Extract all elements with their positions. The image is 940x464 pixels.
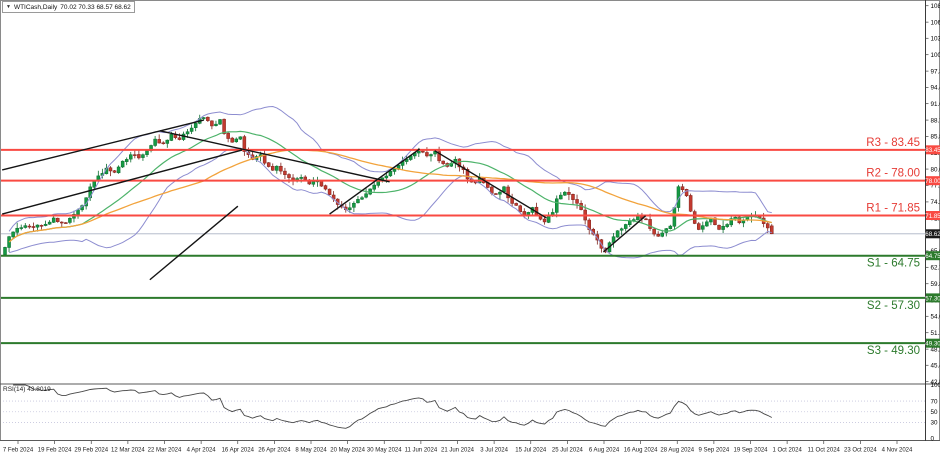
date-tick-label: 4 Nov 2024 [882, 448, 913, 454]
date-tick-label: 12 Mar 2024 [111, 448, 145, 454]
sr-R2-badge-text: 78.00 [925, 178, 940, 185]
rsi-indicator-label: RSI(14) 43.8019 [3, 386, 51, 393]
symbol-timeframe-label: WTICash,Daily [14, 4, 57, 11]
date-tick-label: 22 Mar 2024 [148, 448, 182, 454]
price-tick-label: 108.90 [931, 3, 940, 10]
date-tick-label: 25 Jul 2024 [552, 448, 584, 454]
date-tick-label: 9 Sep 2024 [699, 448, 730, 454]
sr-R1-badge-text: 71.85 [925, 213, 940, 220]
rsi-curve [13, 385, 772, 428]
date-tick-label: 23 Oct 2024 [844, 448, 877, 454]
price-tick-label: 45.40 [931, 362, 940, 369]
trendline-3[interactable] [150, 206, 238, 280]
date-tick-label: 20 May 2024 [330, 448, 365, 454]
ma-fast-line [9, 131, 772, 242]
price-tick-label: 91.60 [931, 101, 940, 108]
sr-label-S2: S2 - 57.30 [867, 300, 920, 312]
rsi-panel[interactable] [0, 385, 925, 428]
symbol-title-box[interactable]: ▼ WTICash,Daily 70.02 70.33 68.57 68.62 [2, 1, 135, 13]
ohlc-values: 70.02 70.33 68.57 68.62 [60, 4, 130, 11]
main-price-panel[interactable] [0, 107, 925, 258]
price-tick-label: 85.80 [931, 134, 940, 141]
date-tick-label: 16 Aug 2024 [624, 448, 658, 454]
sr-label-R1: R1 - 71.85 [866, 203, 920, 215]
panel-frame [0, 0, 940, 441]
date-tick-label: 15 Jul 2024 [515, 448, 547, 454]
date-tick-label: 19 Feb 2024 [38, 448, 72, 454]
sr-label-R2: R2 - 78.00 [866, 168, 920, 180]
sr-label-S1: S1 - 64.75 [867, 258, 920, 270]
price-axis[interactable]: 108.90 106.00 103.15 100.25 97.35 94.45 91.60 8… [925, 3, 940, 443]
sr-S3-badge-text: 49.30 [925, 341, 940, 348]
sr-S1-badge-text: 64.75 [925, 253, 940, 260]
trendline-6[interactable] [435, 151, 547, 218]
date-tick-label: 11 Jun 2024 [405, 448, 438, 454]
price-tick-label: 59.80 [931, 281, 940, 288]
rsi-axis-label: 50 [931, 409, 939, 416]
date-tick-label: 19 Sep 2024 [733, 448, 768, 454]
date-tick-label: 11 Oct 2024 [808, 448, 841, 454]
rsi-axis-label: 70 [931, 398, 939, 405]
sr-R3-badge-text: 83.45 [925, 147, 940, 154]
date-tick-label: 30 May 2024 [367, 448, 402, 454]
date-tick-label: 8 May 2024 [295, 448, 327, 454]
price-tick-label: 103.15 [931, 35, 940, 42]
price-tick-label: 51.15 [931, 330, 940, 337]
candles-layer [4, 115, 774, 256]
date-tick-label: 4 Apr 2024 [187, 448, 217, 454]
trendline-1[interactable] [2, 120, 204, 170]
date-tick-label: 16 Apr 2024 [222, 448, 255, 454]
price-tick-label: 74.25 [931, 199, 940, 206]
sr-S2-badge-text: 57.30 [925, 295, 940, 302]
price-tick-label: 97.35 [931, 68, 940, 75]
price-tick-label: 94.45 [931, 85, 940, 92]
rsi-axis-label: 30 [931, 420, 939, 427]
date-tick-label: 28 Aug 2024 [660, 448, 694, 454]
price-tick-label: 62.70 [931, 265, 940, 272]
price-tick-label: 80.05 [931, 166, 940, 173]
date-tick-label: 1 Oct 2024 [772, 448, 802, 454]
sr-label-S3: S3 - 49.30 [867, 345, 920, 357]
date-tick-label: 6 Aug 2024 [589, 448, 620, 454]
price-tick-label: 100.25 [931, 52, 940, 59]
rsi-axis-label: 0 [931, 436, 935, 443]
date-tick-label: 29 Feb 2024 [74, 448, 108, 454]
sr-label-R3: R3 - 83.45 [866, 137, 920, 149]
date-tick-label: 3 Jul 2024 [480, 448, 508, 454]
price-tick-label: 106.00 [931, 19, 940, 26]
price-tick-label: 54.05 [931, 313, 940, 320]
date-tick-label: 21 Jun 2024 [441, 448, 475, 454]
bollinger-upper-band [9, 107, 772, 232]
current-price-badge-text: 68.62 [925, 231, 940, 238]
trendline-2[interactable] [2, 150, 242, 214]
rsi-axis-label: 100 [931, 382, 940, 389]
symbol-dropdown-icon[interactable]: ▼ [6, 5, 11, 10]
price-tick-label: 88.70 [931, 117, 940, 124]
trendline-4[interactable] [160, 131, 390, 182]
date-tick-label: 7 Feb 2024 [3, 448, 34, 454]
date-tick-label: 26 Apr 2024 [258, 448, 291, 454]
